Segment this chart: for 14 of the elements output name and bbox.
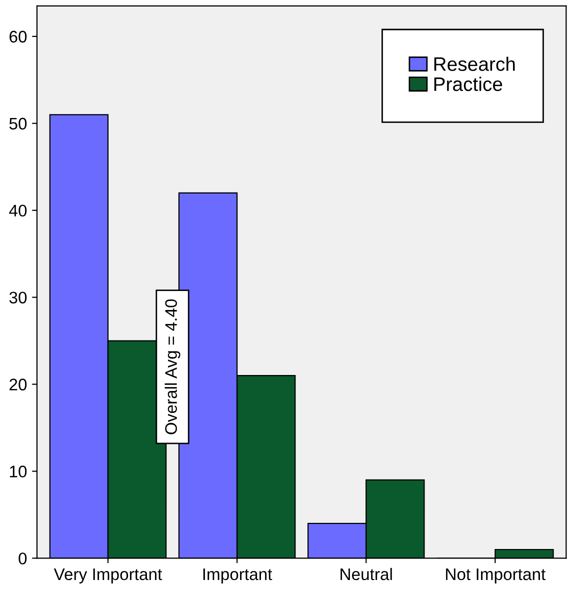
y-tick-label: 50 — [9, 118, 27, 130]
annotation: Overall Avg = 4.40 — [164, 299, 180, 434]
x-tick-label: Important — [203, 568, 272, 584]
y-tick-label: 10 — [10, 466, 27, 478]
y-tick-label: 60 — [10, 30, 27, 43]
y-tick-label: 20 — [10, 378, 27, 390]
y-tick-label: 30 — [9, 292, 27, 304]
y-tick-label: 0 — [18, 552, 27, 564]
x-tick-label: Neutral — [340, 568, 392, 580]
x-tick-label: Not Important — [446, 568, 546, 584]
x-tick-label: Very Important — [54, 568, 162, 584]
y-tick-label: 40 — [9, 204, 27, 217]
legend-label: Practice — [434, 76, 502, 92]
legend-label: Research — [434, 56, 515, 72]
